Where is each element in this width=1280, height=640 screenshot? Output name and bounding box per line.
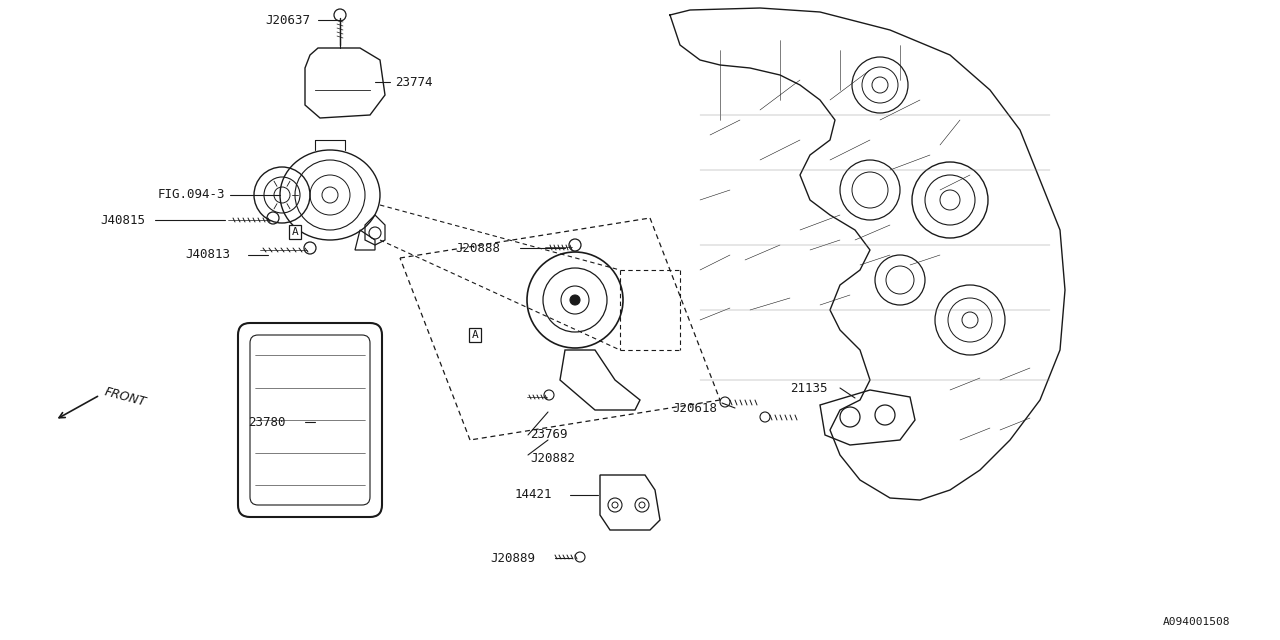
Text: J20637: J20637: [265, 13, 310, 26]
Circle shape: [570, 295, 580, 305]
Text: A: A: [292, 227, 298, 237]
Text: 23774: 23774: [396, 76, 433, 88]
Text: J40813: J40813: [186, 248, 230, 262]
Text: J20889: J20889: [490, 552, 535, 564]
Text: 14421: 14421: [515, 488, 553, 502]
Text: FRONT: FRONT: [104, 386, 148, 410]
Text: A: A: [471, 330, 479, 340]
Text: 21135: 21135: [790, 381, 827, 394]
Text: FIG.094-3: FIG.094-3: [157, 189, 225, 202]
Text: 23769: 23769: [530, 429, 567, 442]
Text: J40815: J40815: [100, 214, 145, 227]
Text: J20888: J20888: [454, 241, 500, 255]
Text: J20882: J20882: [530, 451, 575, 465]
Text: A094001508: A094001508: [1162, 617, 1230, 627]
Text: J20618: J20618: [672, 401, 717, 415]
Text: 23780: 23780: [248, 415, 285, 429]
